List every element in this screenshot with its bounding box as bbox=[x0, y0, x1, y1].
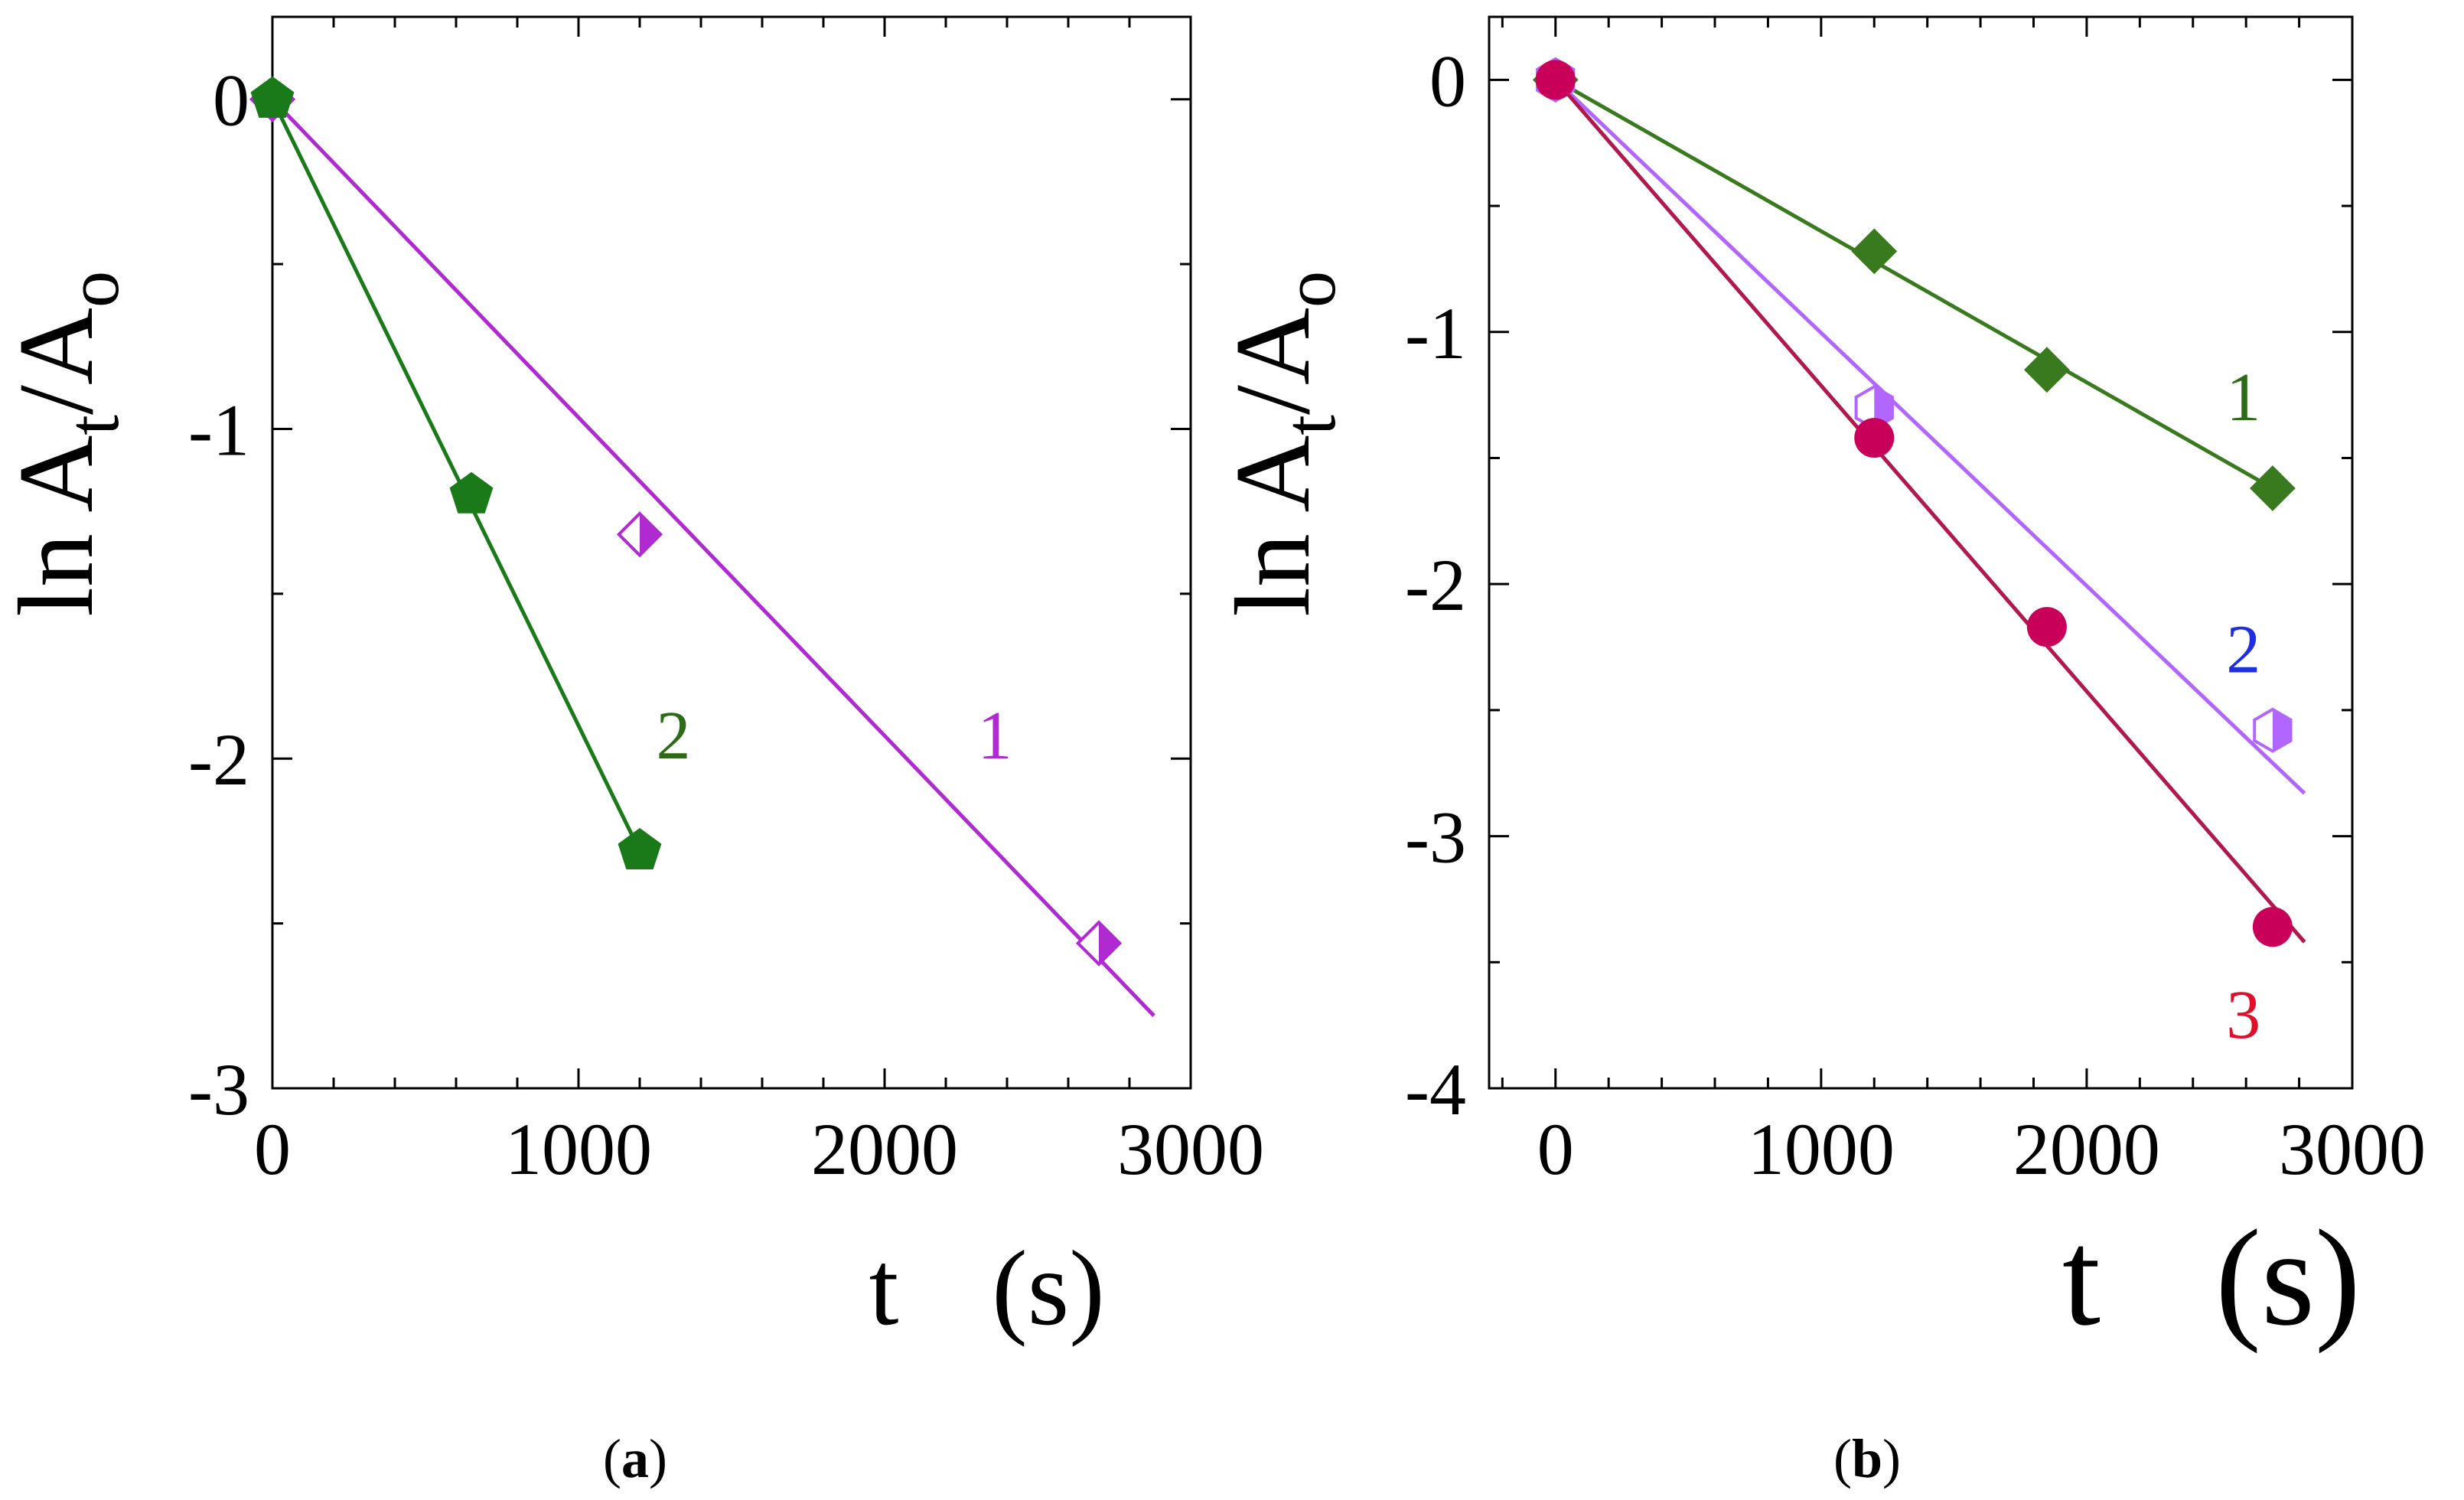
series-label-1: 1 bbox=[2226, 360, 2260, 435]
data-point-series-2 bbox=[250, 76, 295, 118]
panel-b-fit-lines bbox=[1553, 78, 2306, 944]
data-point-series-1 bbox=[1851, 228, 1898, 275]
series-label-1: 1 bbox=[978, 698, 1012, 774]
fit-line-series-3 bbox=[1553, 78, 2306, 944]
y-tick-label: -2 bbox=[188, 719, 249, 801]
y-tick-label: -2 bbox=[1405, 544, 1466, 626]
y-tick-label: 0 bbox=[1429, 40, 1466, 122]
panel-a-series-labels: 12 bbox=[657, 698, 1012, 774]
panel-b-ticks bbox=[1489, 17, 2354, 1090]
panel-a-x-axis-unit: (s) bbox=[992, 1229, 1105, 1348]
panel-b-points bbox=[1532, 57, 2296, 947]
y-tick-label: -3 bbox=[188, 1048, 249, 1130]
panel-a-x-axis-var: t bbox=[869, 1229, 899, 1348]
panel-b-x-axis-unit: (s) bbox=[2215, 1202, 2361, 1354]
fit-line-series-1 bbox=[1554, 78, 2274, 491]
x-tick-label: 1000 bbox=[1748, 1108, 1895, 1190]
data-point-series-2 bbox=[449, 471, 494, 514]
panel-a-points bbox=[249, 76, 1123, 967]
series-label-2: 2 bbox=[657, 698, 691, 774]
data-point-series-3 bbox=[2026, 607, 2067, 647]
y-tick-label: -1 bbox=[188, 389, 249, 471]
data-point-series-1 bbox=[2250, 465, 2296, 511]
data-point-series-3 bbox=[2252, 907, 2293, 947]
y-tick-label: 0 bbox=[213, 60, 249, 142]
panel-a-caption: (a) bbox=[603, 1428, 667, 1489]
data-point-series-1 bbox=[2024, 347, 2070, 393]
panel-b-x-axis-var: t bbox=[2062, 1202, 2101, 1354]
fit-line-series-2 bbox=[1554, 78, 2306, 795]
x-tick-label: 3000 bbox=[1117, 1108, 1264, 1190]
fit-line-series-2 bbox=[270, 98, 642, 852]
panel-b-series-labels: 1 2 3 bbox=[2226, 360, 2260, 1053]
data-point-series-2 bbox=[618, 827, 662, 869]
fit-line-series-1 bbox=[271, 97, 1155, 1017]
panel-b-tick-labels: 0 1000 2000 3000 0 -1 -2 -3 -4 bbox=[1405, 40, 2426, 1190]
y-tick-label: -1 bbox=[1405, 292, 1466, 374]
panel-b-frame bbox=[1488, 15, 2354, 1090]
data-point-series-1 bbox=[616, 511, 663, 558]
y-tick-label: -4 bbox=[1405, 1048, 1466, 1130]
x-tick-label: 0 bbox=[254, 1108, 291, 1190]
panel-a-y-axis-label: ln At/Ao bbox=[0, 271, 134, 617]
panel-a-tick-labels: 0 1000 2000 3000 0 -1 -2 -3 bbox=[188, 60, 1264, 1190]
panel-a-fit-lines bbox=[270, 97, 1155, 1017]
panel-a-frame bbox=[271, 15, 1192, 1090]
data-point-series-3 bbox=[1854, 418, 1895, 458]
data-point-series-3 bbox=[1535, 60, 1576, 100]
panel-b-y-axis-label: ln At/Ao bbox=[1214, 271, 1351, 617]
panel-b: 0 1000 2000 3000 0 -1 -2 -3 -4 1 2 3 ln At/Ao t (s… bbox=[1214, 15, 2426, 1489]
series-label-2: 2 bbox=[2226, 611, 2260, 687]
x-tick-label: 1000 bbox=[505, 1108, 652, 1190]
data-point-series-2 bbox=[2253, 707, 2293, 753]
x-tick-label: 3000 bbox=[2279, 1108, 2426, 1190]
x-tick-label: 0 bbox=[1537, 1108, 1574, 1190]
x-tick-label: 2000 bbox=[811, 1108, 958, 1190]
panel-a-ticks bbox=[271, 17, 1192, 1090]
panel-b-caption: (b) bbox=[1833, 1428, 1901, 1489]
x-tick-label: 2000 bbox=[2013, 1108, 2160, 1190]
y-tick-label: -3 bbox=[1405, 797, 1466, 879]
series-label-3: 3 bbox=[2226, 977, 2260, 1053]
data-point-series-1 bbox=[1075, 920, 1123, 967]
